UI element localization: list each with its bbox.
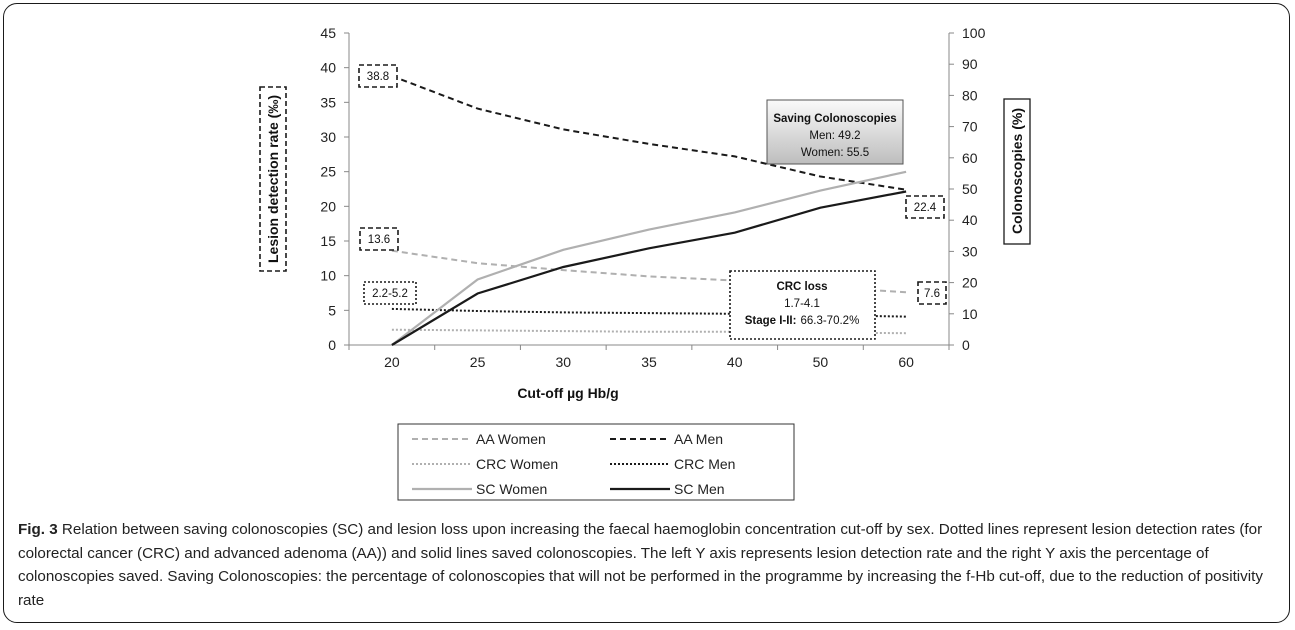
y-right-tick-label: 60 [962,150,978,166]
y-left-tick-label: 0 [328,337,336,353]
aa-men-end-label: 22.4 [914,202,937,214]
y-left-tick-label: 45 [320,25,336,41]
figure-caption: Fig. 3 Relation between saving colonosco… [18,518,1273,612]
aa-men-end-box [905,195,945,219]
x-tick-label: 25 [470,354,486,370]
chart: 0 5 10 15 20 25 30 35 40 45 0 10 20 30 40 50 60 70 80 90 100… [259,25,1031,501]
series-line-sc-men [391,190,907,346]
y-right-tick-label: 100 [962,25,986,41]
y-left-tick-label: 30 [320,129,336,145]
x-axis-title: Cut-off µg Hb/g [517,385,618,401]
y-right-tick-label: 10 [962,306,978,322]
figure-frame [3,3,1290,623]
crc-loss-stage-value: 66.3-70.2% [800,315,859,327]
y-right-axis-title: Colonoscopies (%) [1009,108,1025,234]
saving-colonoscopies-men: Men: 49.2 [809,130,860,142]
axes: 0 5 10 15 20 25 30 35 40 45 0 10 20 30 40 50 60 70 80 90 100… [320,25,985,370]
crc-loss-stage: Stage I-II: 66.3-70.2% [745,315,860,327]
y-left-title-box [259,86,287,272]
y-right-tick-label: 70 [962,119,978,135]
y-left-title-group: Lesion detection rate (‰) [259,86,287,272]
aa-women-end-label: 7.6 [924,288,940,300]
x-tick-label: 20 [384,354,400,370]
y-left-tick-label: 40 [320,60,336,76]
x-tick-label: 60 [898,354,914,370]
aa-men-start-label: 38.8 [367,71,389,83]
x-tick-label: 35 [641,354,657,370]
legend-label-crc-women: CRC Women [476,456,558,472]
saving-colonoscopies-title: Saving Colonoscopies [773,113,896,125]
saving-colonoscopies-women: Women: 55.5 [801,147,869,159]
y-right-tick-label: 20 [962,275,978,291]
legend-label-crc-men: CRC Men [674,456,735,472]
legend-box [397,423,795,501]
y-left-tick-label: 5 [328,302,336,318]
series-line-aa-men [391,75,907,191]
y-right-tick-label: 50 [962,181,978,197]
crc-loss-range: 1.7-4.1 [784,298,820,310]
legend-label-aa-men: AA Men [674,431,723,447]
y-right-tick-label: 0 [962,337,970,353]
annotation-layer: 38.8 22.4 13.6 7.6 2.2-5.2 Saving Colono… [358,64,947,340]
y-left-tick-label: 35 [320,94,336,110]
y-right-tick-label: 40 [962,212,978,228]
legend-label-sc-men: SC Men [674,481,725,497]
aa-women-start-label: 13.6 [368,234,390,246]
legend: AA Women AA Men CRC Women CRC Men SC Women SC… [397,423,795,501]
y-left-tick-label: 15 [320,233,336,249]
crc-loss-title: CRC loss [776,281,827,293]
legend-label-sc-women: SC Women [476,481,547,497]
y-left-tick-label: 25 [320,164,336,180]
series-line-sc-women [391,170,907,346]
y-left-tick-label: 20 [320,198,336,214]
aa-women-start-box [359,227,399,251]
legend-label-aa-women: AA Women [476,431,546,447]
crc-start-box [363,281,417,305]
y-right-tick-label: 30 [962,243,978,259]
x-tick-label: 30 [555,354,571,370]
crc-loss-box [729,270,876,340]
y-right-tick-label: 90 [962,56,978,72]
y-left-tick-label: 10 [320,268,336,284]
saving-colonoscopies-box [766,99,904,165]
aa-men-start-box [358,64,398,88]
y-right-title-box [1003,98,1031,245]
x-tick-label: 40 [727,354,743,370]
aa-women-end-box [917,281,947,305]
y-right-title-group: Colonoscopies (%) [1003,98,1031,245]
x-axis-title-group: Cut-off µg Hb/g [517,385,618,401]
y-right-tick-label: 80 [962,87,978,103]
legend-items: AA Women AA Men CRC Women CRC Men SC Women SC… [412,431,735,497]
y-left-axis-title: Lesion detection rate (‰) [265,95,281,263]
caption-text: Relation between saving colonoscopies (S… [18,521,1263,609]
caption-label: Fig. 3 [18,521,58,538]
crc-loss-stage-label: Stage I-II: [745,315,797,327]
x-tick-label: 50 [813,354,829,370]
crc-start-label: 2.2-5.2 [372,288,408,300]
